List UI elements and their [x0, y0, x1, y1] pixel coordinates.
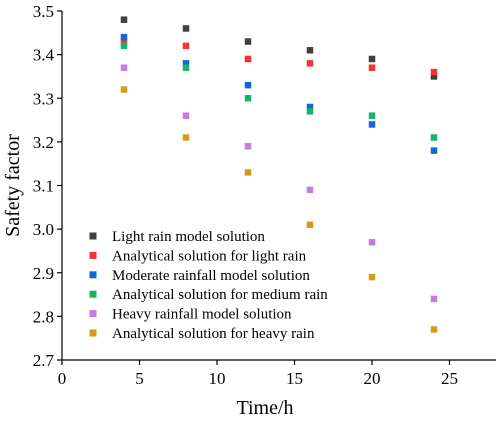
- data-point: [430, 147, 438, 154]
- data-point: [306, 47, 314, 54]
- x-tick-label: 20: [364, 369, 381, 388]
- legend-label: Heavy rainfall model solution: [112, 307, 292, 323]
- data-point: [430, 295, 438, 303]
- x-tick-label: 0: [58, 369, 67, 388]
- data-point: [368, 55, 376, 63]
- data-point: [306, 103, 314, 111]
- y-tick-label: 3.2: [33, 133, 54, 152]
- y-tick-label: 2.7: [33, 351, 55, 370]
- y-tick-label: 2.8: [33, 307, 54, 326]
- legend-marker: [89, 329, 97, 337]
- data-point: [368, 112, 376, 119]
- data-point: [120, 64, 128, 71]
- legend-label: Light rain model solution: [112, 229, 265, 245]
- data-point: [368, 121, 376, 128]
- legend: Light rain model solution Analytical solu…: [89, 229, 328, 342]
- x-axis-title: Time/h: [236, 397, 293, 419]
- data-point: [244, 169, 252, 176]
- data-point: [306, 108, 314, 115]
- data-point: [430, 68, 438, 76]
- data-point: [244, 81, 252, 89]
- data-point: [430, 73, 438, 80]
- legend-marker: [89, 271, 97, 279]
- x-tick-label: 15: [286, 369, 303, 388]
- data-point: [306, 186, 314, 194]
- data-point: [120, 33, 128, 41]
- data-point: [244, 55, 252, 63]
- data-point: [244, 95, 252, 102]
- legend-label: Analytical solution for medium rain: [112, 287, 328, 303]
- data-point: [306, 221, 314, 229]
- y-tick-label: 3.1: [33, 177, 54, 196]
- data-point: [430, 326, 438, 333]
- x-tick-label: 10: [209, 369, 226, 388]
- data-points: [120, 16, 438, 333]
- y-tick-label: 2.9: [33, 264, 54, 283]
- data-point: [120, 16, 128, 23]
- y-axis-title: Safety factor: [2, 134, 24, 237]
- legend-marker: [89, 232, 97, 240]
- legend-marker: [89, 290, 97, 298]
- x-tick-label: 25: [441, 369, 458, 388]
- data-point: [182, 25, 190, 32]
- y-tick-label: 3.0: [33, 220, 54, 239]
- data-point: [182, 134, 190, 141]
- data-point: [182, 64, 190, 71]
- data-point: [244, 142, 252, 150]
- data-point: [368, 273, 376, 281]
- data-point: [182, 42, 190, 50]
- data-point: [182, 60, 190, 67]
- x-axis-ticks: 0 5 10 15 20 25: [58, 360, 458, 388]
- legend-marker: [89, 310, 97, 318]
- y-tick-label: 3.4: [33, 46, 55, 65]
- x-tick-label: 5: [135, 369, 144, 388]
- data-point: [120, 86, 128, 93]
- data-point: [430, 134, 438, 141]
- data-point: [368, 64, 376, 71]
- legend-marker: [89, 251, 97, 259]
- y-tick-label: 3.3: [33, 89, 54, 108]
- y-axis-ticks: 2.7 2.8 2.9 3.0 3.1 3.2 3.3 3.4 3.5: [33, 2, 62, 370]
- data-point: [120, 38, 128, 45]
- data-point: [120, 42, 128, 50]
- y-tick-label: 3.5: [33, 2, 54, 21]
- data-point: [306, 60, 314, 67]
- legend-label: Analytical solution for heavy rain: [112, 326, 315, 342]
- legend-label: Analytical solution for light rain: [112, 248, 307, 264]
- legend-label: Moderate rainfall model solution: [112, 268, 310, 284]
- data-point: [368, 238, 376, 246]
- data-point: [244, 38, 252, 45]
- data-point: [182, 112, 190, 119]
